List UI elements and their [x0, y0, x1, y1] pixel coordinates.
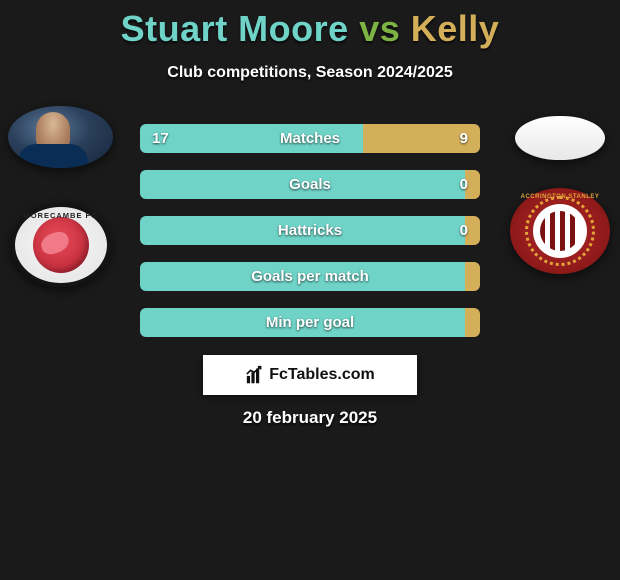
- comparison-card: Stuart Moore vs Kelly Club competitions,…: [0, 0, 620, 580]
- bar-label: Goals: [140, 170, 480, 199]
- bar-right-value: 9: [448, 124, 480, 153]
- player-left-name: Stuart Moore: [121, 8, 349, 49]
- right-column: ACCRINGTON STANLEY: [510, 116, 610, 274]
- left-column: MORECAMBE FC: [8, 106, 113, 287]
- crest-text: ACCRINGTON STANLEY: [510, 194, 610, 200]
- player-right-name: Kelly: [411, 8, 500, 49]
- crest-ring: [525, 196, 595, 266]
- bar-chart-icon: [245, 364, 267, 386]
- bar-right-value: 0: [448, 170, 480, 199]
- bar-label: Goals per match: [140, 262, 480, 291]
- comparison-bars: Matches179Goals0Hattricks0Goals per matc…: [140, 124, 480, 354]
- title-vs: vs: [359, 8, 400, 49]
- player-right-avatar: [515, 116, 605, 160]
- stat-bar: Min per goal: [140, 308, 480, 337]
- comparison-title: Stuart Moore vs Kelly: [0, 8, 620, 50]
- player-left-avatar: [8, 106, 113, 168]
- crest-text: MORECAMBE FC: [15, 211, 107, 220]
- stat-bar: Matches17 9: [140, 124, 480, 153]
- bar-label: Min per goal: [140, 308, 480, 337]
- subtitle: Club competitions, Season 2024/2025: [0, 64, 620, 82]
- fctables-label: FcTables.com: [269, 366, 375, 384]
- stat-bar: Goals0: [140, 170, 480, 199]
- crest-accrington: ACCRINGTON STANLEY: [510, 188, 610, 274]
- fctables-watermark: FcTables.com: [203, 355, 417, 395]
- stat-bar: Hattricks0: [140, 216, 480, 245]
- crest-morecambe: MORECAMBE FC: [11, 203, 111, 287]
- stat-bar: Goals per match: [140, 262, 480, 291]
- bar-label: Hattricks: [140, 216, 480, 245]
- bar-label: Matches: [140, 124, 480, 153]
- bar-right-value: 0: [448, 216, 480, 245]
- bar-left-value: 17: [140, 124, 181, 153]
- date-label: 20 february 2025: [0, 408, 620, 428]
